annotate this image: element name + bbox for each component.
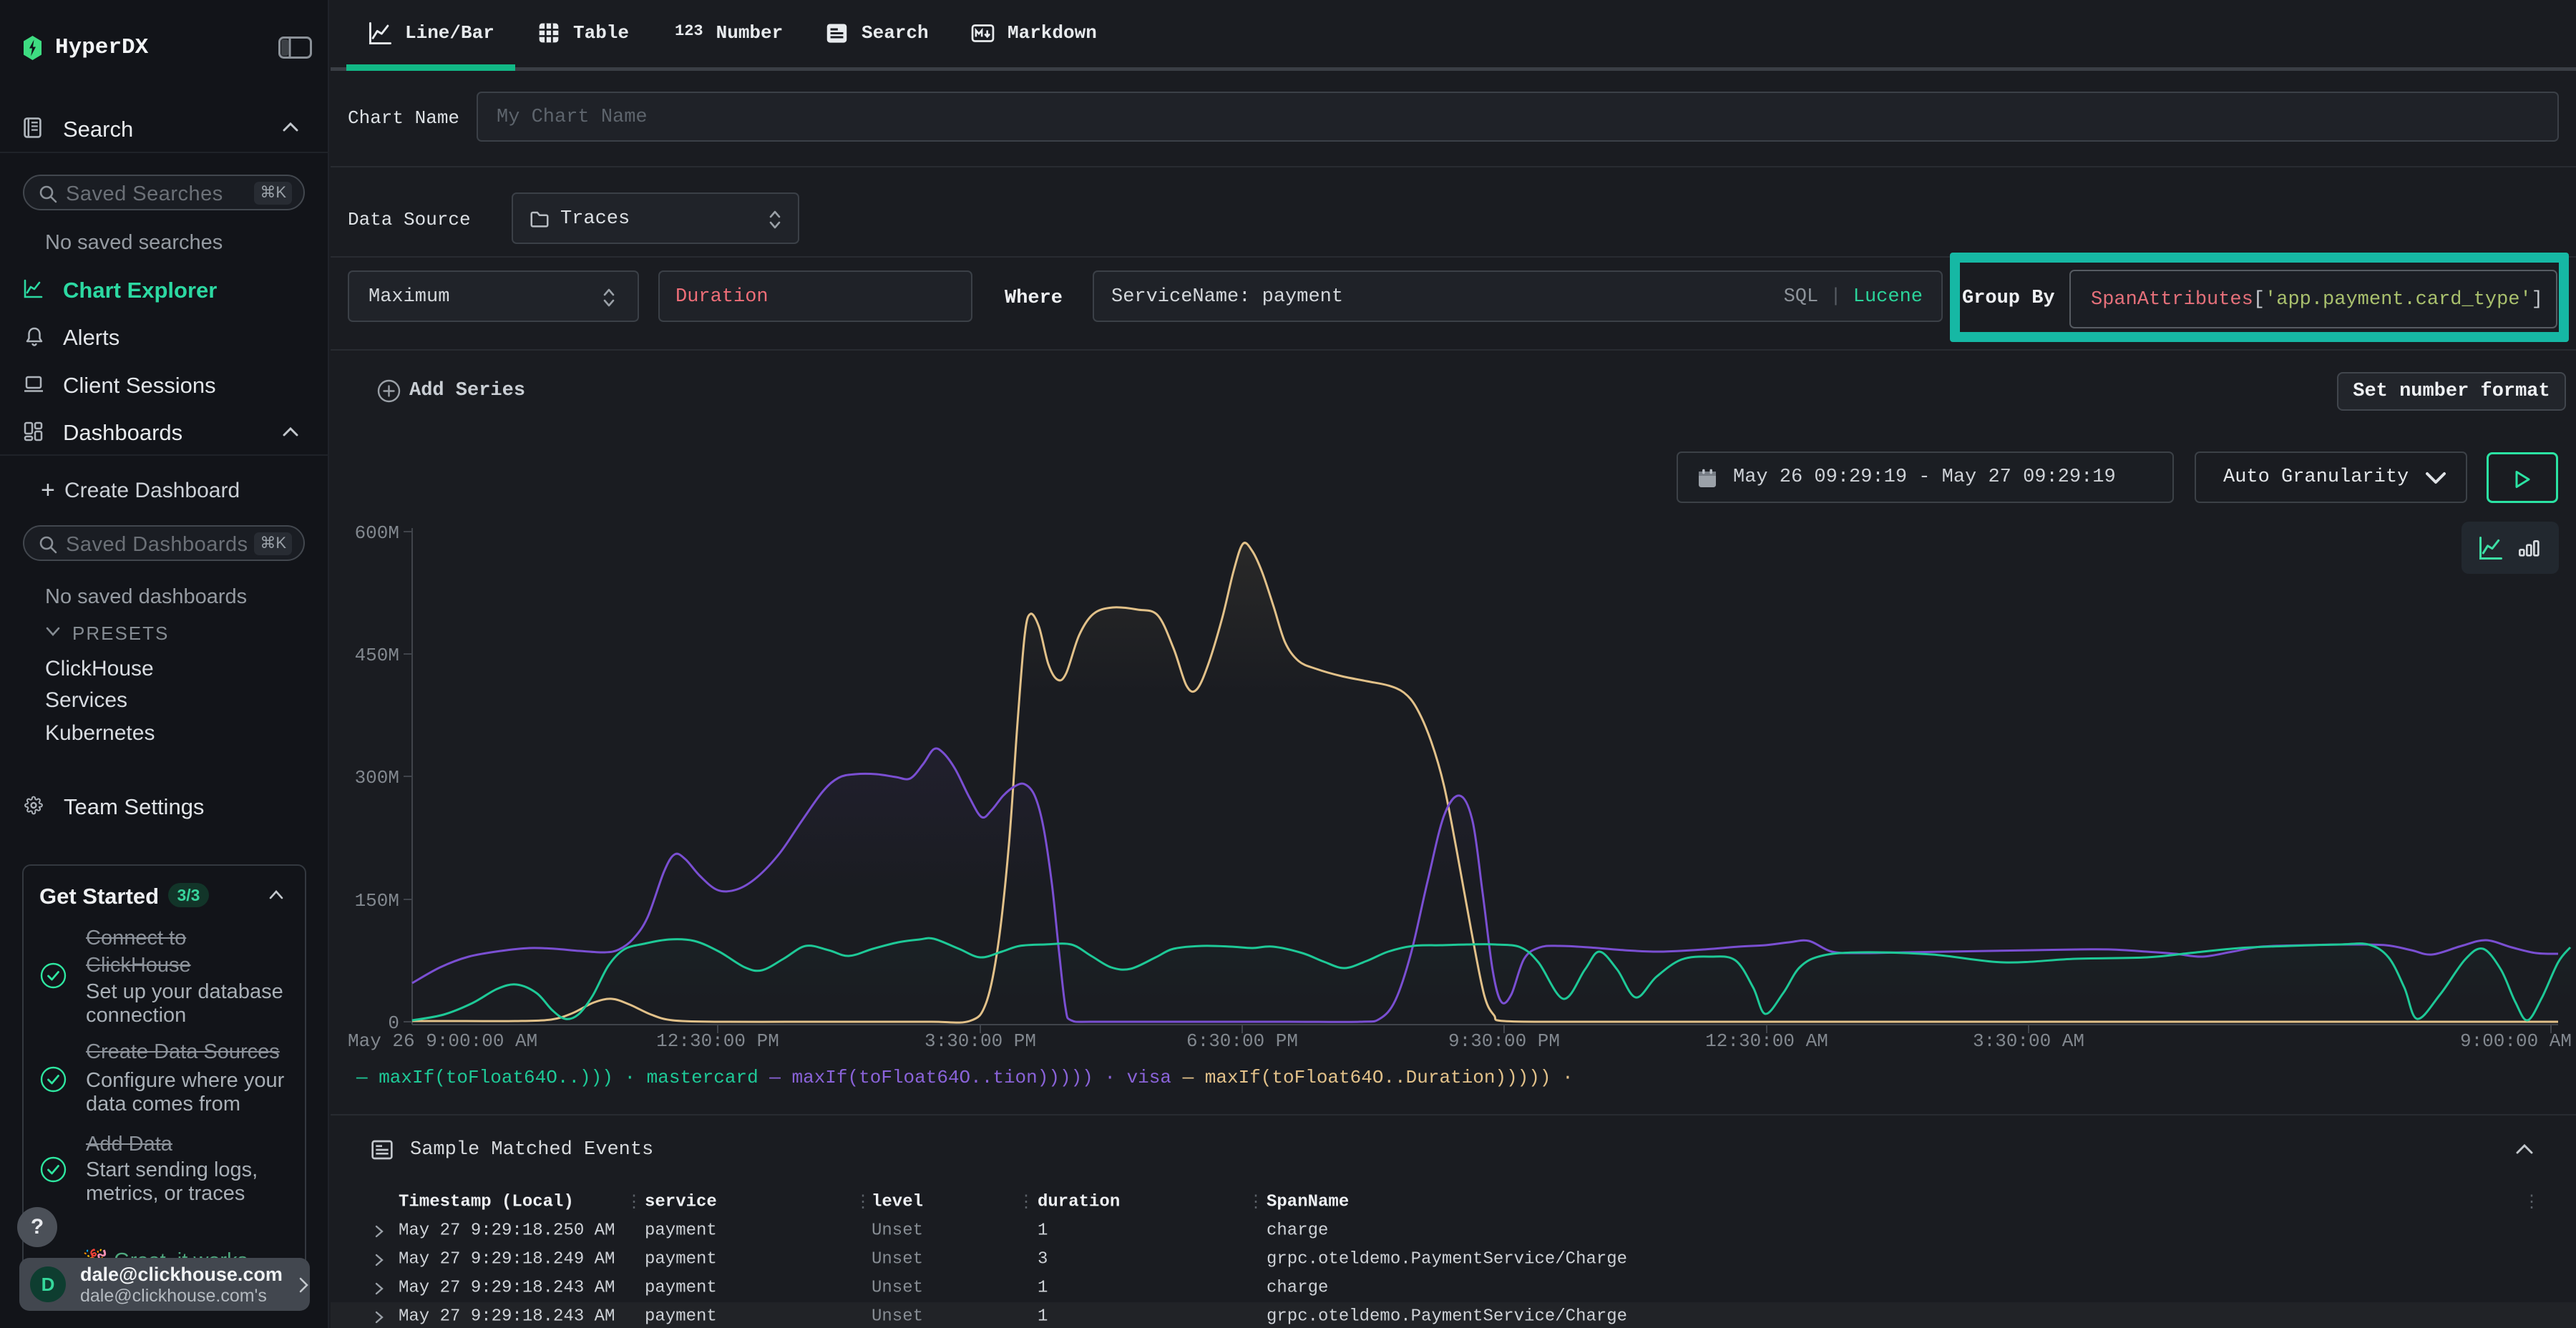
svg-text:300M: 300M: [355, 767, 399, 788]
svg-text:3:30:00 PM: 3:30:00 PM: [924, 1030, 1036, 1052]
svg-text:0: 0: [388, 1012, 399, 1034]
svg-text:May 26 9:00:00 AM: May 26 9:00:00 AM: [348, 1030, 537, 1052]
svg-text:9:00:00 AM: 9:00:00 AM: [2460, 1030, 2572, 1052]
svg-text:3:30:00 AM: 3:30:00 AM: [1973, 1030, 2084, 1052]
svg-text:6:30:00 PM: 6:30:00 PM: [1186, 1030, 1298, 1052]
svg-text:450M: 450M: [355, 645, 399, 666]
svg-text:9:30:00 PM: 9:30:00 PM: [1448, 1030, 1560, 1052]
svg-text:12:30:00 AM: 12:30:00 AM: [1705, 1030, 1828, 1052]
svg-text:600M: 600M: [355, 522, 399, 544]
svg-text:12:30:00 PM: 12:30:00 PM: [656, 1030, 779, 1052]
svg-text:150M: 150M: [355, 890, 399, 912]
